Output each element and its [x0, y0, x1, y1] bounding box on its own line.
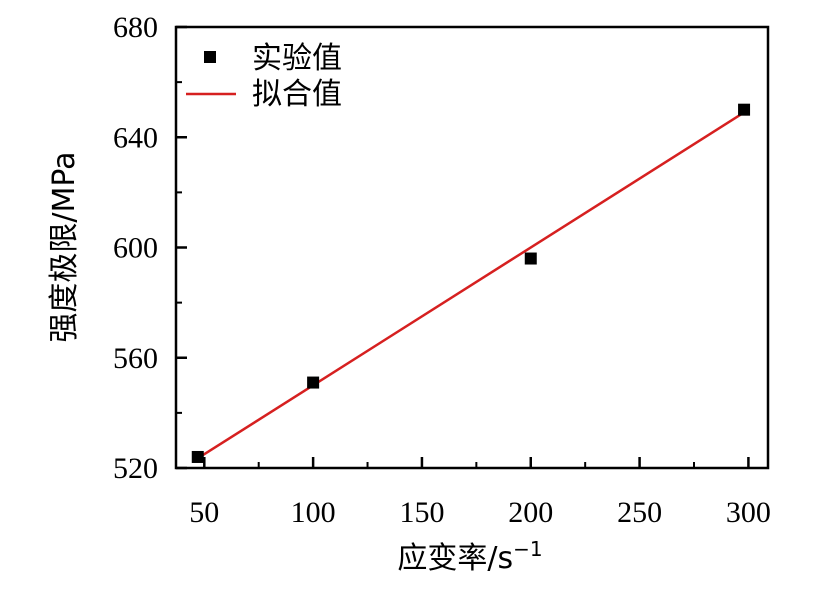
fit-line-series	[197, 111, 745, 460]
x-tick-label: 300	[726, 496, 771, 529]
x-tick-label: 50	[189, 496, 219, 529]
y-axis-title: 强度极限/MPa	[47, 151, 82, 342]
legend-label-fitted: 拟合值	[252, 77, 342, 112]
data-point	[524, 252, 537, 265]
fit-line	[197, 111, 745, 460]
x-tick-label: 100	[291, 496, 336, 529]
experimental-points-series	[191, 103, 751, 463]
data-point	[191, 450, 204, 463]
legend-marker-square	[204, 51, 216, 63]
data-point	[738, 103, 751, 116]
y-tick-label: 600	[113, 232, 158, 265]
x-tick-label: 150	[399, 496, 444, 529]
y-tick-label: 560	[113, 342, 158, 375]
x-axis-title: 应变率/s−1	[397, 537, 542, 576]
legend-label-experimental: 实验值	[252, 41, 342, 76]
x-tick-labels: 50 100 150 200 250 300	[189, 496, 771, 529]
y-tick-label: 640	[113, 121, 158, 154]
x-tick-label: 250	[617, 496, 662, 529]
ticks	[176, 25, 750, 470]
data-point	[307, 376, 320, 389]
y-tick-label: 520	[113, 452, 158, 485]
legend: 实验值 拟合值	[186, 41, 342, 112]
x-axis-title-superscript: −1	[513, 537, 542, 561]
y-tick-labels: 520 560 600 640 680	[113, 11, 158, 485]
y-tick-label: 680	[113, 11, 158, 44]
x-tick-label: 200	[508, 496, 553, 529]
